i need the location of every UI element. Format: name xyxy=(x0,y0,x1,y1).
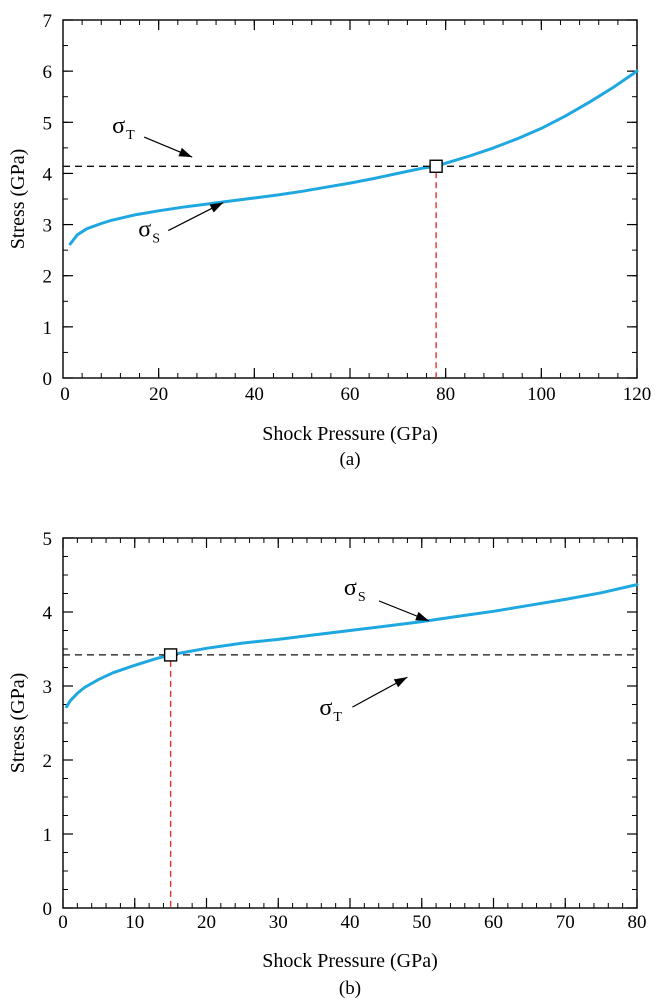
sigma-subscript: T xyxy=(333,710,342,725)
sigma-symbol: σ xyxy=(138,217,151,243)
x-tick-label: 80 xyxy=(436,384,455,405)
y-tick-label: 6 xyxy=(43,62,53,83)
y-tick-label: 3 xyxy=(43,677,53,698)
y-tick-label: 2 xyxy=(43,751,53,772)
intersection-marker xyxy=(429,159,443,173)
sigma-s-curve xyxy=(68,69,639,246)
y-axis-label: Stress (GPa) xyxy=(7,149,29,250)
x-tick-label: 30 xyxy=(269,912,288,933)
plot-frame xyxy=(62,19,638,379)
x-tick-label: 80 xyxy=(628,912,647,933)
x-tick-label: 70 xyxy=(556,912,575,933)
x-tick-label: 20 xyxy=(197,912,216,933)
sigma-symbol: σ xyxy=(112,113,125,139)
y-tick-label: 5 xyxy=(43,529,53,550)
x-tick-label: 40 xyxy=(341,912,360,933)
sigma-subscript: T xyxy=(126,128,135,143)
x-tick-label: 40 xyxy=(245,384,264,405)
y-axis-label: Stress (GPa) xyxy=(7,673,29,774)
chart-panel-a: 20 40 60 80 100 120 0 1 2 3 4 5 6 7 0 Shock Pressure (G… xyxy=(7,11,651,470)
x-tick-label: 10 xyxy=(125,912,144,933)
x-tick-label: 100 xyxy=(527,384,556,405)
y-tick-label: 2 xyxy=(43,267,53,288)
sigma-subscript: S xyxy=(152,232,160,247)
x-axis-label: Shock Pressure (GPa) xyxy=(262,950,438,972)
y-tick-label: 1 xyxy=(43,825,53,846)
intersection-marker xyxy=(163,648,178,662)
x-tick-label: 20 xyxy=(149,384,168,405)
x-tick-label: 60 xyxy=(341,384,360,405)
x-tick-label: 50 xyxy=(412,912,431,933)
annotation-arrow-head xyxy=(393,677,408,688)
y-tick-label: 7 xyxy=(43,11,53,32)
y-tick-label: 5 xyxy=(43,113,53,134)
panel-label: (b) xyxy=(339,978,361,999)
sigma-subscript: S xyxy=(358,590,366,605)
y-tick-label: 4 xyxy=(43,164,53,185)
y-tick-label: 0 xyxy=(43,899,53,920)
sigma-s-curve xyxy=(65,583,639,709)
chart-panel-b: 0 10 20 30 40 50 60 70 80 0 1 2 3 4 5 Shock Pressure (G… xyxy=(7,529,647,999)
sigma-symbol: σ xyxy=(319,695,332,721)
y-tick-label: 0 xyxy=(43,369,53,390)
panel-label: (a) xyxy=(339,449,360,470)
x-tick-label: 120 xyxy=(623,384,652,405)
annotation-arrow-head xyxy=(209,202,224,213)
x-tick-label: 60 xyxy=(484,912,503,933)
x-tick-label: 0 xyxy=(60,384,70,405)
y-tick-label: 1 xyxy=(43,318,53,339)
x-tick-label: 0 xyxy=(58,912,68,933)
annotation-arrow-head xyxy=(178,147,193,158)
y-tick-label: 3 xyxy=(43,216,53,237)
x-axis-label: Shock Pressure (GPa) xyxy=(262,423,438,445)
y-tick-label: 4 xyxy=(43,603,53,624)
sigma-symbol: σ xyxy=(344,575,357,601)
annotation-arrow-head xyxy=(415,611,429,621)
